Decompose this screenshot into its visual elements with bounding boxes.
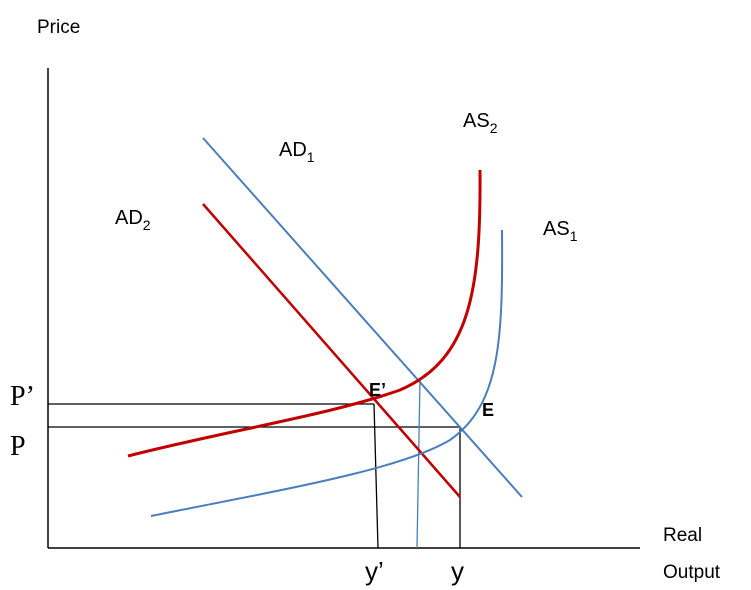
intermediate-guide bbox=[416, 379, 421, 549]
ad2-label: AD2 bbox=[115, 207, 151, 233]
as2-label: AS2 bbox=[463, 110, 498, 136]
as2-curve bbox=[127, 169, 482, 458]
ad1-label: AD1 bbox=[279, 139, 315, 165]
y-axis-label: Price bbox=[37, 17, 80, 38]
p-prime-label: P’ bbox=[10, 381, 35, 412]
x-axis-label-line1: Real bbox=[663, 525, 702, 546]
p-label: P bbox=[10, 431, 26, 462]
y-prime-guide bbox=[373, 403, 379, 549]
e-label: E bbox=[482, 400, 494, 420]
x-axis-label-line2: Output bbox=[663, 562, 721, 583]
y-prime-label: y’ bbox=[365, 556, 384, 586]
ad2-curve bbox=[202, 203, 461, 498]
ad1-curve bbox=[202, 137, 523, 498]
as1-label: AS1 bbox=[543, 218, 578, 244]
e-prime-label: E’ bbox=[369, 380, 386, 400]
y-label: y bbox=[451, 556, 464, 586]
as1-curve bbox=[150, 229, 504, 517]
